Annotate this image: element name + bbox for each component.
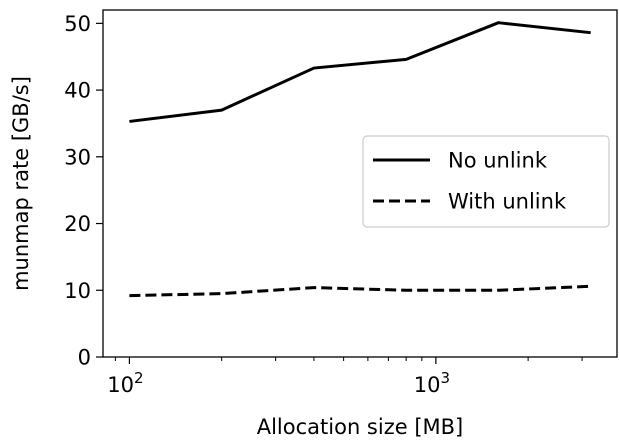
series-line-2 bbox=[129, 284, 591, 298]
x-tick-label-base: 10 bbox=[414, 373, 441, 397]
x-axis-ticks: 102 103 bbox=[107, 357, 583, 397]
x-tick-label: 102 bbox=[107, 369, 143, 397]
legend: No unlink With unlink bbox=[362, 135, 610, 228]
x-tick-label-exponent: 3 bbox=[440, 369, 450, 387]
x-axis-label: Allocation size [MB] bbox=[257, 415, 464, 439]
series-layer bbox=[129, 21, 591, 298]
y-tick-label: 30 bbox=[64, 145, 91, 169]
y-axis-ticks: 0 10 20 30 40 50 bbox=[64, 12, 103, 370]
x-tick-label-base: 10 bbox=[107, 373, 134, 397]
plot-frame bbox=[102, 9, 618, 358]
series-line-1 bbox=[129, 21, 591, 123]
y-tick-label: 20 bbox=[64, 212, 91, 236]
y-tick-label: 0 bbox=[78, 346, 91, 370]
legend-label-2: With unlink bbox=[448, 190, 567, 214]
y-tick-label: 40 bbox=[64, 79, 91, 103]
y-tick-label: 50 bbox=[64, 12, 91, 36]
legend-label-1: No unlink bbox=[448, 149, 548, 173]
x-tick-label: 103 bbox=[414, 369, 450, 397]
y-tick-label: 10 bbox=[64, 279, 91, 303]
y-axis-label: munmap rate [GB/s] bbox=[9, 76, 33, 291]
x-tick-label-exponent: 2 bbox=[134, 369, 144, 387]
